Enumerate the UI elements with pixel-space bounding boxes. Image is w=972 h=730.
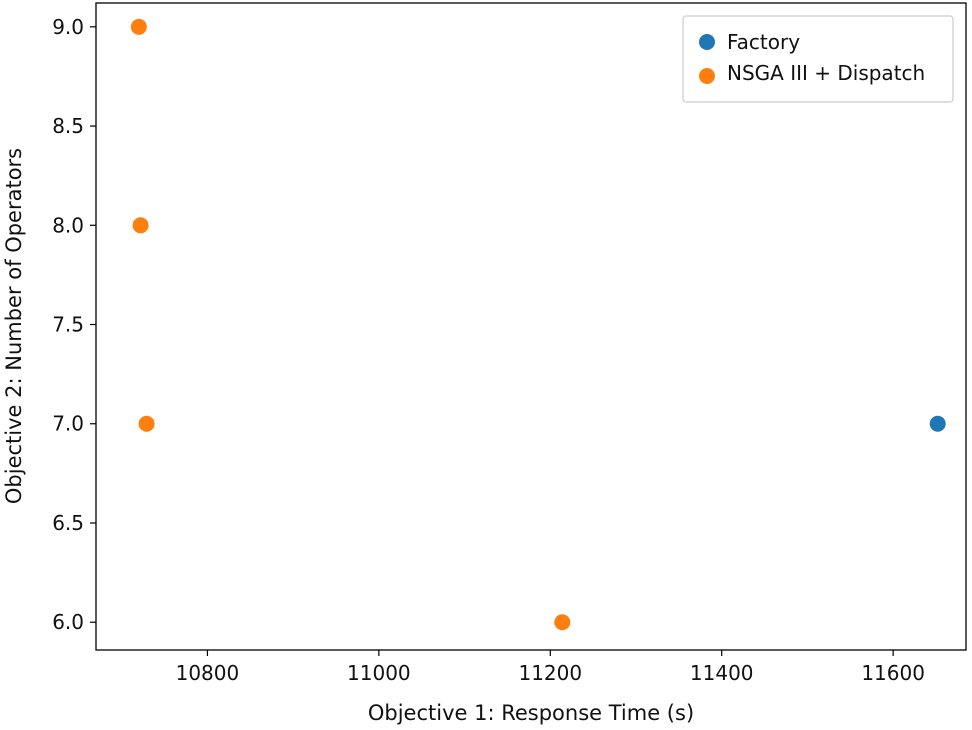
nsga-dispatch-point	[554, 614, 571, 631]
factory-point	[929, 415, 946, 432]
x-axis-ticks: 10800 11000 11200 11400 11600	[176, 650, 925, 685]
x-tick-label: 11600	[861, 661, 925, 685]
legend: Factory NSGA III + Dispatch	[682, 15, 954, 103]
legend-label-nsga: NSGA III + Dispatch	[727, 61, 925, 85]
y-tick-label: 7.5	[52, 313, 84, 337]
y-tick-label: 8.5	[52, 114, 84, 138]
x-tick-label: 11200	[518, 661, 582, 685]
y-axis-ticks: 6.0 6.5 7.0 7.5 8.0 8.5 9.0	[52, 15, 96, 634]
plot-frame	[95, 2, 967, 651]
nsga-dispatch-point	[130, 18, 147, 35]
x-tick-label: 11000	[347, 661, 411, 685]
x-tick-label: 11400	[690, 661, 754, 685]
legend-box	[682, 15, 954, 103]
y-tick-label: 9.0	[52, 15, 84, 39]
x-tick-label: 10800	[176, 661, 240, 685]
data-points	[130, 18, 946, 631]
y-tick-label: 6.5	[52, 511, 84, 535]
nsga-dispatch-point	[132, 217, 149, 234]
y-axis-label: Objective 2: Number of Operators	[2, 148, 26, 504]
y-tick-label: 6.0	[52, 610, 84, 634]
y-tick-label: 8.0	[52, 213, 84, 237]
legend-marker-factory	[699, 34, 715, 50]
x-axis-label: Objective 1: Response Time (s)	[368, 701, 694, 725]
nsga-dispatch-point	[138, 415, 155, 432]
legend-label-factory: Factory	[727, 30, 800, 54]
legend-marker-nsga	[699, 68, 715, 84]
y-tick-label: 7.0	[52, 412, 84, 436]
